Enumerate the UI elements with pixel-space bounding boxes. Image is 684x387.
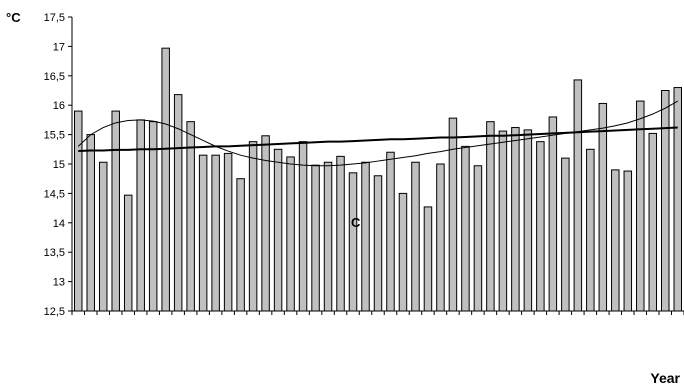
y-tick-label: 15 [53, 159, 65, 171]
bar [186, 121, 195, 312]
bars [74, 47, 683, 312]
bar [286, 156, 295, 312]
bar [348, 172, 358, 312]
bar [648, 132, 658, 312]
bar [336, 155, 345, 312]
bar [161, 47, 170, 312]
bar [173, 94, 183, 312]
bar [223, 152, 233, 312]
bar [386, 151, 395, 312]
bar [98, 161, 108, 312]
bar [661, 90, 670, 312]
bar [398, 192, 408, 312]
bar [236, 178, 245, 312]
bar [598, 102, 608, 312]
bar [448, 117, 458, 312]
annotation-c: C [351, 215, 361, 230]
bar [211, 154, 220, 312]
trend-line-smoothed [77, 100, 679, 167]
y-tick-label: 14 [53, 218, 65, 230]
bar [298, 141, 308, 312]
bar [461, 145, 470, 312]
bar [548, 116, 558, 312]
bar [636, 100, 645, 312]
bar [198, 154, 208, 312]
bar [673, 87, 683, 312]
y-tick-label: 16 [53, 100, 65, 112]
bar [86, 134, 95, 312]
bar [111, 110, 120, 312]
bar [536, 141, 545, 312]
bar [623, 170, 633, 312]
bar [611, 169, 620, 312]
y-tick-label: 15,5 [44, 130, 65, 142]
bar [123, 194, 133, 312]
y-tick-label: 17 [53, 41, 65, 53]
y-tick-label: 16,5 [44, 71, 65, 83]
y-tick-label: 13,5 [44, 247, 65, 259]
bar [561, 157, 570, 312]
bar [311, 164, 320, 312]
y-tick-label: 17,5 [44, 12, 65, 24]
bar [436, 163, 445, 312]
bar [361, 161, 370, 312]
bar [473, 165, 483, 312]
bar [74, 110, 83, 312]
bar [511, 127, 520, 312]
bar [273, 148, 283, 312]
bar [411, 161, 420, 312]
x-axis-title: Year [650, 370, 680, 386]
trend-lines [77, 100, 679, 167]
y-tick-label: 12,5 [44, 306, 65, 318]
y-tick-label: 14,5 [44, 188, 65, 200]
y-unit-label: °C [6, 10, 21, 25]
bar [373, 175, 383, 312]
y-tick-labels: 17,5 17 16,5 16 15,5 15 14,5 14 13,5 13 12,5 [44, 12, 65, 318]
y-tick-label: 13 [53, 277, 65, 289]
bar [498, 130, 508, 312]
bar [148, 121, 158, 312]
bar [486, 121, 495, 312]
bar [586, 148, 595, 312]
trend-line-linear [78, 126, 678, 153]
bar [423, 206, 433, 312]
bar [573, 79, 583, 312]
bar [248, 141, 258, 312]
bar [323, 161, 333, 312]
bar [261, 135, 270, 312]
bar [523, 129, 533, 312]
